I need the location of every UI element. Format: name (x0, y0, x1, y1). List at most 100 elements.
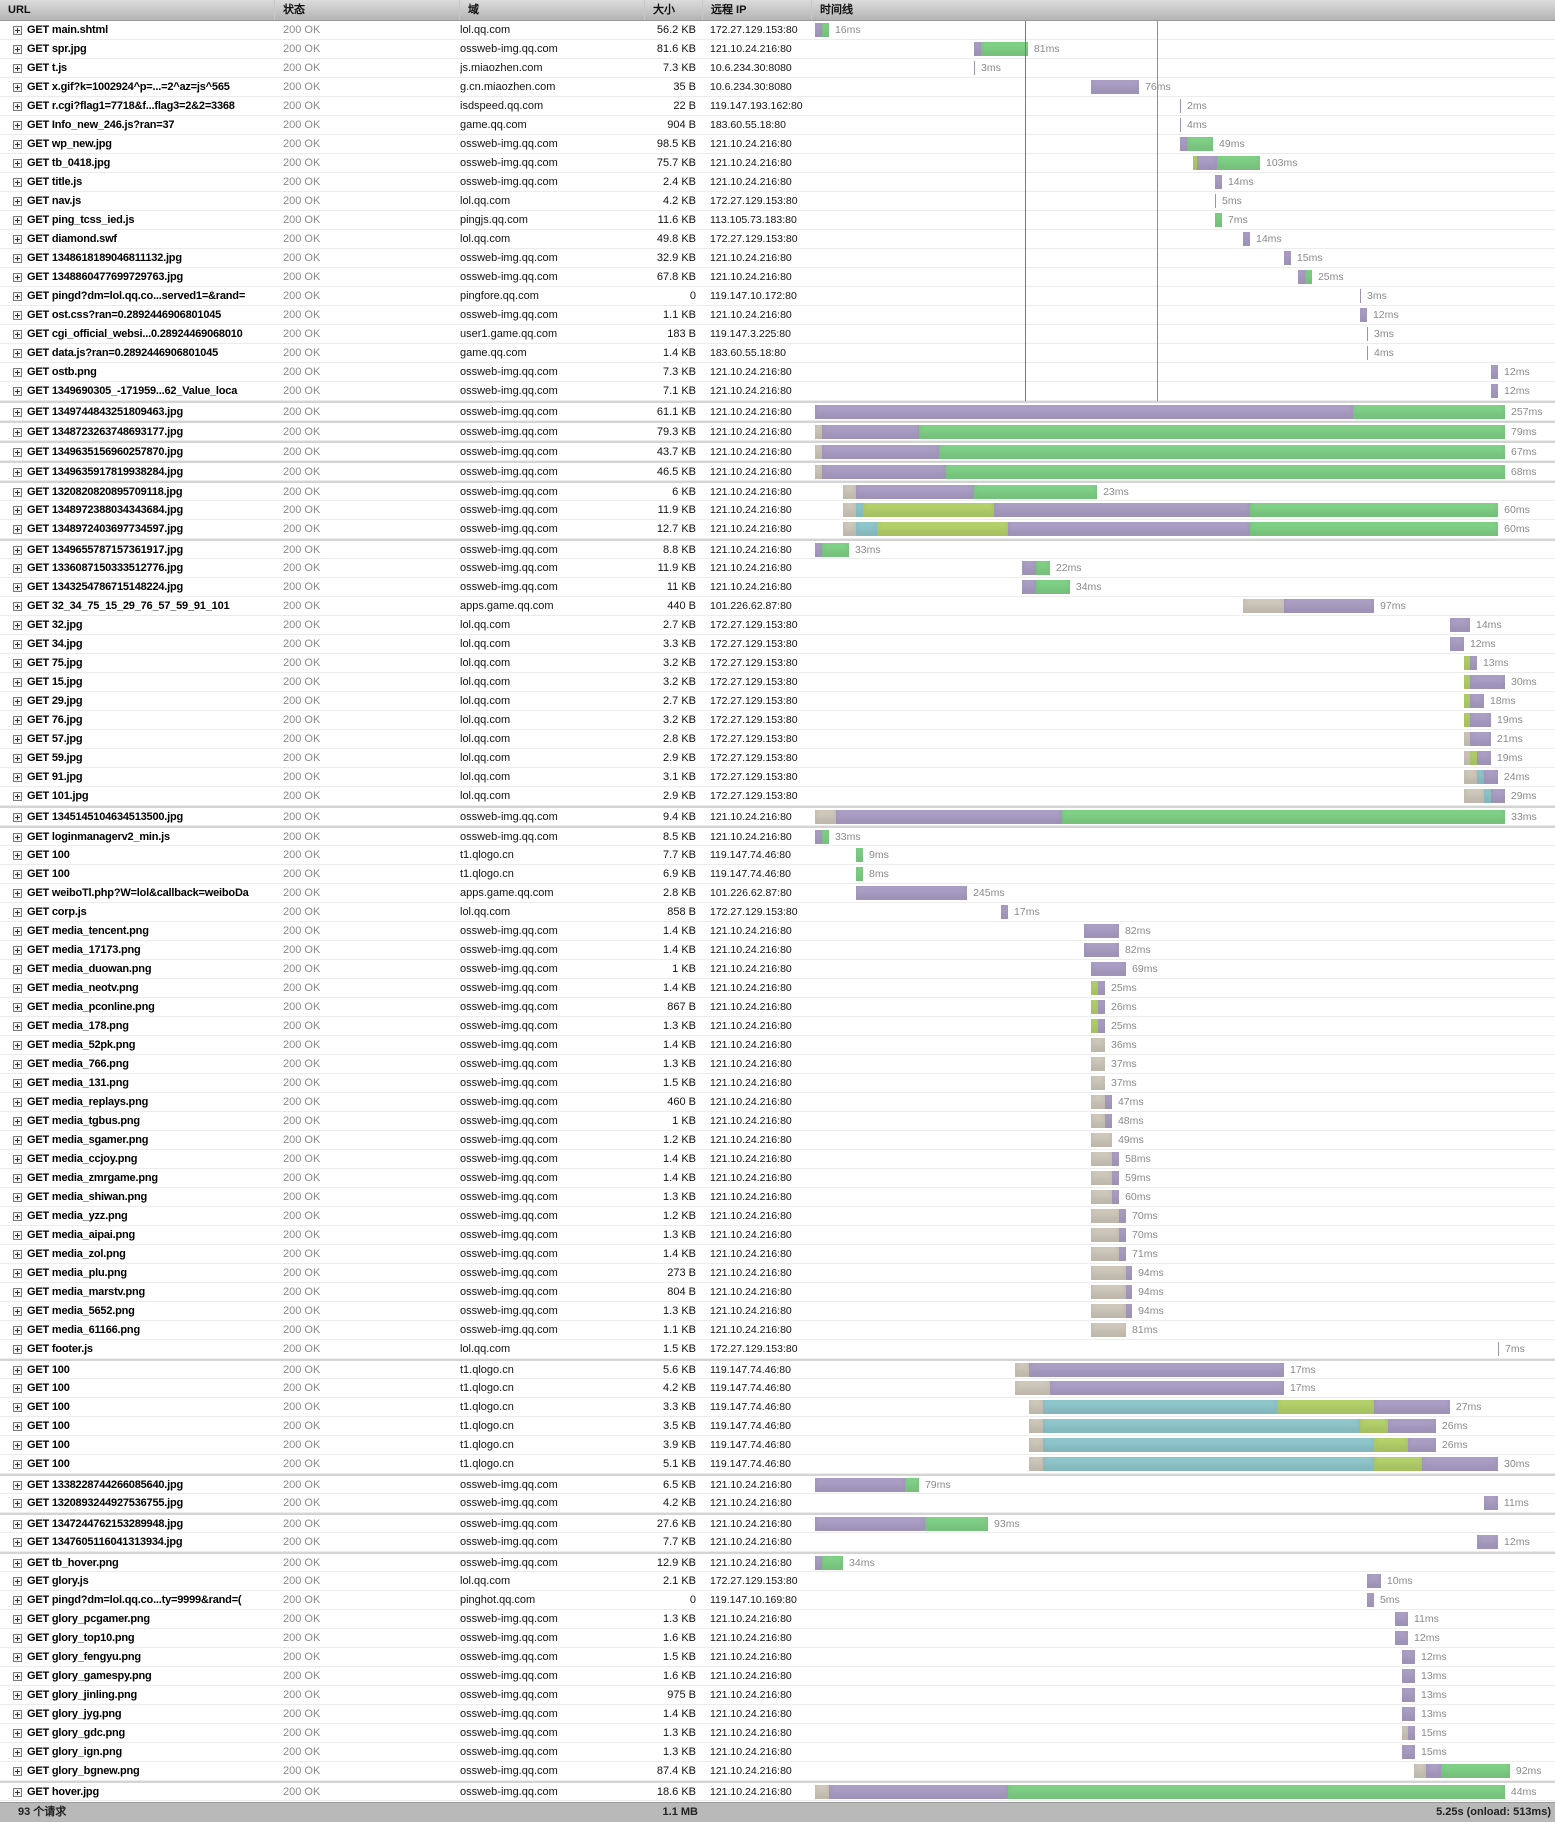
request-url[interactable]: GET tb_0418.jpg (27, 157, 111, 169)
expand-icon[interactable] (13, 754, 22, 763)
expand-icon[interactable] (13, 273, 22, 282)
request-url[interactable]: GET 1336087150333512776.jpg (27, 562, 184, 574)
request-row[interactable]: GET glory_gdc.png 200 OK ossweb-img.qq.com… (0, 1724, 1555, 1743)
expand-icon[interactable] (13, 525, 22, 534)
request-url[interactable]: GET glory_gdc.png (27, 1727, 126, 1739)
request-row[interactable]: GET 100 200 OK t1.qlogo.cn 4.2 KB 119.147.74… (0, 1379, 1555, 1398)
request-url[interactable]: GET Info_new_246.js?ran=37 (27, 119, 175, 131)
request-url[interactable]: GET x.gif?k=1002924^p=...=2^az=js^565 (27, 81, 230, 93)
request-row[interactable]: GET 91.jpg 200 OK lol.qq.com 3.1 KB 172.27.1… (0, 768, 1555, 787)
request-row[interactable]: GET data.js?ran=0.2892446906801045 200 OK… (0, 344, 1555, 363)
expand-icon[interactable] (13, 428, 22, 437)
request-url[interactable]: GET 1348723263748693177.jpg (27, 426, 184, 438)
request-url[interactable]: GET 1347605116041313934.jpg (27, 1536, 183, 1548)
request-row[interactable]: GET glory.js 200 OK lol.qq.com 2.1 KB 172.27… (0, 1572, 1555, 1591)
expand-icon[interactable] (13, 678, 22, 687)
request-row[interactable]: GET 59.jpg 200 OK lol.qq.com 2.9 KB 172.27.1… (0, 749, 1555, 768)
expand-icon[interactable] (13, 83, 22, 92)
expand-icon[interactable] (13, 506, 22, 515)
request-url[interactable]: GET 59.jpg (27, 752, 83, 764)
request-row[interactable]: GET 57.jpg 200 OK lol.qq.com 2.8 KB 172.27.1… (0, 730, 1555, 749)
request-url[interactable]: GET ostb.png (27, 366, 97, 378)
request-row[interactable]: GET 1349635917819938284.jpg 200 OK ossweb-… (0, 461, 1555, 481)
expand-icon[interactable] (13, 833, 22, 842)
request-row[interactable]: GET nav.js 200 OK lol.qq.com 4.2 KB 172.27.1… (0, 192, 1555, 211)
expand-icon[interactable] (13, 1250, 22, 1259)
expand-icon[interactable] (13, 1098, 22, 1107)
request-url[interactable]: GET 1345145104634513500.jpg (27, 811, 184, 823)
expand-icon[interactable] (13, 64, 22, 73)
expand-icon[interactable] (13, 1460, 22, 1469)
request-url[interactable]: GET ost.css?ran=0.2892446906801045 (27, 309, 222, 321)
request-row[interactable]: GET ping_tcss_ied.js 200 OK pingjs.qq.com 1… (0, 211, 1555, 230)
expand-icon[interactable] (13, 1634, 22, 1643)
expand-icon[interactable] (13, 1041, 22, 1050)
request-url[interactable]: GET glory_jinling.png (27, 1689, 138, 1701)
expand-icon[interactable] (13, 1003, 22, 1012)
request-row[interactable]: GET glory_ign.png 200 OK ossweb-img.qq.com… (0, 1743, 1555, 1762)
request-row[interactable]: GET media_178.png 200 OK ossweb-img.qq.com… (0, 1017, 1555, 1036)
request-url[interactable]: GET media_17173.png (27, 944, 141, 956)
expand-icon[interactable] (13, 735, 22, 744)
request-row[interactable]: GET 1349690305_-171959...62_Value_loca 20… (0, 382, 1555, 401)
request-url[interactable]: GET media_178.png (27, 1020, 129, 1032)
expand-icon[interactable] (13, 1403, 22, 1412)
request-url[interactable]: GET 1348618189046811132.jpg (27, 252, 182, 264)
request-url[interactable]: GET tb_hover.png (27, 1557, 119, 1569)
request-url[interactable]: GET 32_34_75_15_29_76_57_59_91_101 (27, 600, 230, 612)
request-row[interactable]: GET weiboTl.php?W=lol&callback=weiboDa 20… (0, 884, 1555, 903)
request-url[interactable]: GET t.js (27, 62, 67, 74)
expand-icon[interactable] (13, 908, 22, 917)
request-row[interactable]: GET 100 200 OK t1.qlogo.cn 6.9 KB 119.147.74… (0, 865, 1555, 884)
request-row[interactable]: GET 76.jpg 200 OK lol.qq.com 3.2 KB 172.27.1… (0, 711, 1555, 730)
expand-icon[interactable] (13, 640, 22, 649)
request-row[interactable]: GET media_tgbus.png 200 OK ossweb-img.qq.c… (0, 1112, 1555, 1131)
expand-icon[interactable] (13, 1729, 22, 1738)
request-row[interactable]: GET media_5652.png 200 OK ossweb-img.qq.co… (0, 1302, 1555, 1321)
request-url[interactable]: GET 1349655787157361917.jpg (27, 544, 184, 556)
request-url[interactable]: GET media_plu.png (27, 1267, 127, 1279)
request-url[interactable]: GET 1320893244927536755.jpg (27, 1497, 184, 1509)
request-row[interactable]: GET media_zmrgame.png 200 OK ossweb-img.qq… (0, 1169, 1555, 1188)
expand-icon[interactable] (13, 1653, 22, 1662)
request-row[interactable]: GET 1349744843251809463.jpg 200 OK ossweb-… (0, 401, 1555, 421)
request-url[interactable]: GET 1320820820895709118.jpg (27, 486, 183, 498)
expand-icon[interactable] (13, 1060, 22, 1069)
expand-icon[interactable] (13, 1481, 22, 1490)
request-url[interactable]: GET media_shiwan.png (27, 1191, 148, 1203)
expand-icon[interactable] (13, 1596, 22, 1605)
request-url[interactable]: GET ping_tcss_ied.js (27, 214, 135, 226)
expand-icon[interactable] (13, 235, 22, 244)
request-row[interactable]: GET media_pconline.png 200 OK ossweb-img.q… (0, 998, 1555, 1017)
request-row[interactable]: GET media_131.png 200 OK ossweb-img.qq.com… (0, 1074, 1555, 1093)
expand-icon[interactable] (13, 1155, 22, 1164)
request-url[interactable]: GET diamond.swf (27, 233, 117, 245)
request-row[interactable]: GET 15.jpg 200 OK lol.qq.com 3.2 KB 172.27.1… (0, 673, 1555, 692)
expand-icon[interactable] (13, 26, 22, 35)
expand-icon[interactable] (13, 1136, 22, 1145)
expand-icon[interactable] (13, 102, 22, 111)
request-row[interactable]: GET 32_34_75_15_29_76_57_59_91_101 200 OK… (0, 597, 1555, 616)
request-row[interactable]: GET 1348972403697734597.jpg 200 OK ossweb-… (0, 520, 1555, 539)
expand-icon[interactable] (13, 330, 22, 339)
expand-icon[interactable] (13, 889, 22, 898)
request-row[interactable]: GET glory_pcgamer.png 200 OK ossweb-img.qq… (0, 1610, 1555, 1629)
request-row[interactable]: GET glory_jyg.png 200 OK ossweb-img.qq.com… (0, 1705, 1555, 1724)
request-row[interactable]: GET 1348972388034343684.jpg 200 OK ossweb-… (0, 501, 1555, 520)
request-row[interactable]: GET 1345145104634513500.jpg 200 OK ossweb-… (0, 806, 1555, 826)
request-row[interactable]: GET 101.jpg 200 OK lol.qq.com 2.9 KB 172.27.… (0, 787, 1555, 806)
request-row[interactable]: GET media_52pk.png 200 OK ossweb-img.qq.co… (0, 1036, 1555, 1055)
expand-icon[interactable] (13, 1422, 22, 1431)
expand-icon[interactable] (13, 468, 22, 477)
expand-icon[interactable] (13, 140, 22, 149)
request-row[interactable]: GET media_plu.png 200 OK ossweb-img.qq.com… (0, 1264, 1555, 1283)
expand-icon[interactable] (13, 1288, 22, 1297)
request-row[interactable]: GET tb_0418.jpg 200 OK ossweb-img.qq.com 75… (0, 154, 1555, 173)
request-url[interactable]: GET glory_bgnew.png (27, 1765, 140, 1777)
expand-icon[interactable] (13, 716, 22, 725)
request-url[interactable]: GET corp.js (27, 906, 87, 918)
expand-icon[interactable] (13, 583, 22, 592)
request-row[interactable]: GET 1320893244927536755.jpg 200 OK ossweb-… (0, 1494, 1555, 1513)
request-row[interactable]: GET 1336087150333512776.jpg 200 OK ossweb-… (0, 559, 1555, 578)
request-row[interactable]: GET media_tencent.png 200 OK ossweb-img.qq… (0, 922, 1555, 941)
